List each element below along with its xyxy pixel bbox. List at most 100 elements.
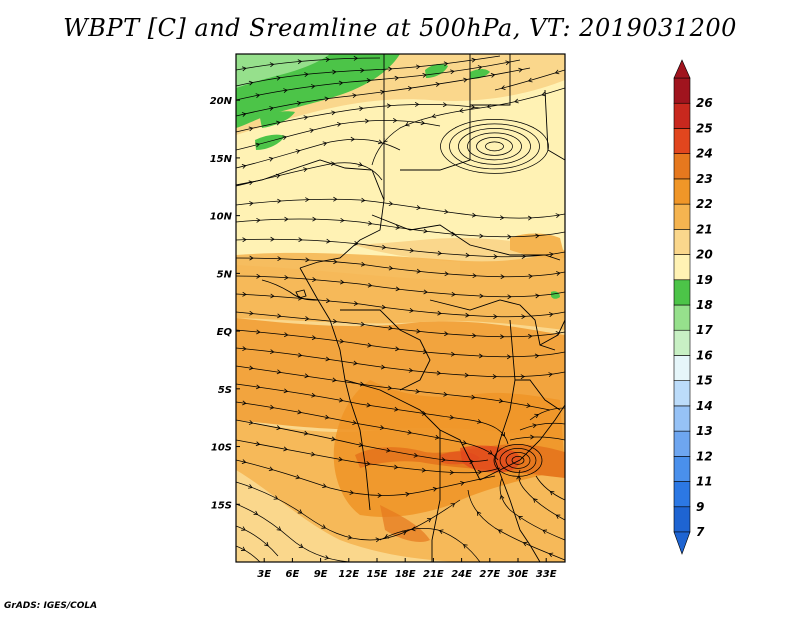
streamline-arrow <box>472 333 477 339</box>
streamline <box>529 407 565 421</box>
streamline-arrow <box>526 403 531 408</box>
streamline-arrow <box>471 57 477 63</box>
streamline-arrow <box>366 461 371 466</box>
streamline-arrow <box>311 335 317 341</box>
streamline-arrow <box>364 118 370 124</box>
streamline-arrow <box>471 394 476 400</box>
lon-label: 30E <box>508 569 529 580</box>
streamline-arrow <box>462 440 468 445</box>
streamline-arrow <box>303 430 309 436</box>
shade-lightgreen-north <box>236 54 330 88</box>
colorbar-swatch <box>673 279 691 306</box>
streamline-arrow <box>497 529 503 534</box>
streamline-arrow <box>381 244 387 250</box>
streamline-arrow <box>309 128 315 133</box>
shade-pale-north <box>236 80 565 255</box>
streamline <box>236 365 551 411</box>
streamline-arrow <box>255 384 261 390</box>
streamline-arrow <box>436 370 442 376</box>
streamline <box>236 57 381 71</box>
streamline-arrow <box>451 231 456 237</box>
colorbar-label: 13 <box>696 424 713 438</box>
shade-green-patch-2 <box>255 134 285 150</box>
streamline-arrow <box>476 511 482 516</box>
streamlines <box>236 55 565 562</box>
streamline-arrow <box>402 530 407 536</box>
streamline-arrow <box>338 456 343 462</box>
streamline-arrow <box>492 374 498 379</box>
longitude-axis: 3E 6E 9E 12E 15E 18E 21E 24E 27E 30E 33E <box>257 558 557 580</box>
streamline-arrow <box>276 425 281 431</box>
lon-label: 18E <box>395 569 416 580</box>
streamline-arrow <box>514 98 519 104</box>
streamline-arrow <box>423 228 428 234</box>
streamline-arrow <box>472 273 477 279</box>
colorbar-swatch <box>673 380 691 407</box>
streamline-arrow <box>500 334 505 340</box>
streamline-arrow <box>277 313 282 319</box>
streamline-arrow <box>438 529 444 534</box>
streamline-arrow <box>507 234 512 240</box>
border-eritrea <box>544 89 565 161</box>
colorbar-swatch <box>673 329 691 356</box>
colorbar-label: 22 <box>696 197 713 211</box>
vortex-ring-south-cyclone <box>511 456 525 465</box>
lon-label: 3E <box>257 569 271 580</box>
streamline-arrow <box>242 400 247 406</box>
streamline-arrow <box>353 55 359 61</box>
streamline-arrow <box>444 209 449 215</box>
latitude-axis: 20N 15N 10N 5N EQ 5S 10S 15S <box>210 96 240 511</box>
vortex-ring-north-anticyclone <box>476 136 513 156</box>
streamline-arrow <box>499 215 505 221</box>
colorbar-swatch <box>673 506 691 533</box>
streamline-arrow <box>283 88 288 93</box>
colorbar-swatch <box>673 481 691 508</box>
border-west-africa <box>236 159 385 269</box>
colorbar-swatch <box>673 304 691 331</box>
streamline <box>236 503 351 562</box>
streamline <box>236 55 501 87</box>
border-car-sudan <box>371 214 561 261</box>
streamline-arrow <box>388 265 394 271</box>
streamline-arrow <box>387 385 393 391</box>
streamline-arrow <box>388 66 393 72</box>
streamline-arrow <box>359 381 365 387</box>
streamline-arrow <box>534 413 540 419</box>
streamline-arrow <box>479 233 484 239</box>
streamline-arrow <box>470 104 476 110</box>
streamline-arrow <box>296 100 302 106</box>
streamline <box>236 59 521 101</box>
streamline-arrow <box>384 534 390 539</box>
streamline-arrow <box>330 161 336 167</box>
streamline <box>236 329 565 358</box>
lat-label: 15N <box>210 154 233 165</box>
streamline-arrow <box>415 64 421 70</box>
border-kenya-somalia <box>539 319 565 346</box>
colorbar-label: 18 <box>696 298 713 312</box>
streamline <box>499 477 565 541</box>
shade-green-patch-6 <box>236 93 252 106</box>
streamline <box>236 481 461 541</box>
streamline-arrow <box>253 510 259 516</box>
streamline-arrow <box>367 342 372 348</box>
coast-gulf-of-guinea <box>261 279 319 301</box>
map-title: WBPT [C] and Sreamline at 500hPa, VT: 20… <box>63 14 737 42</box>
colorbar-label: 25 <box>696 121 713 135</box>
streamline-arrow <box>375 537 381 543</box>
streamline-arrow <box>420 120 426 126</box>
vortex-ring-north-anticyclone <box>440 118 549 174</box>
streamline-arrow <box>437 310 442 316</box>
streamline-arrow <box>407 429 413 435</box>
colorbar-swatch <box>673 254 691 281</box>
streamline-arrow <box>493 314 498 319</box>
streamline-arrow <box>339 338 345 344</box>
streamline-arrow <box>248 420 254 425</box>
streamline <box>236 104 481 133</box>
streamline-arrow <box>360 321 366 327</box>
streamline-arrow <box>333 196 338 202</box>
streamline-arrow <box>360 197 366 203</box>
streamline-arrow <box>408 367 414 373</box>
streamline-arrow <box>463 544 468 549</box>
map-plot-area <box>236 54 565 562</box>
